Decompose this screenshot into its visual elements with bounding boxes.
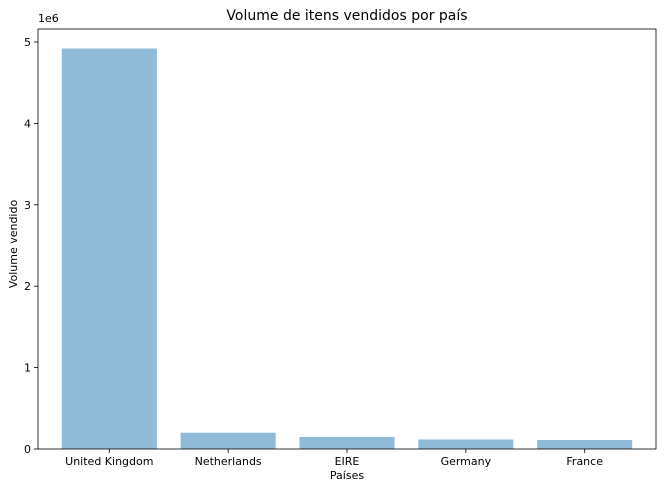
plot-frame: [37, 28, 657, 450]
plot-area: United Kingdom Netherlands EIRE Germany Fran…: [24, 28, 657, 468]
bar-germany: [418, 439, 514, 449]
x-tick-label: United Kingdom: [65, 455, 153, 468]
y-tick-label: 4: [24, 117, 31, 130]
y-offset-label: 1e6: [38, 12, 59, 25]
y-tick-label: 2: [24, 280, 31, 293]
x-tick-label: EIRE: [335, 455, 360, 468]
y-tick-label: 0: [24, 443, 31, 456]
x-tick-label: Germany: [441, 455, 492, 468]
x-tick-label: Netherlands: [195, 455, 262, 468]
bar-france: [537, 439, 633, 449]
y-tick-label: 3: [24, 199, 31, 212]
y-axis-label: Volume vendido: [7, 200, 20, 289]
x-axis-label: Países: [330, 469, 364, 482]
y-tick-label: 5: [24, 36, 31, 49]
bar-eire: [299, 436, 395, 449]
x-tick-label: France: [566, 455, 603, 468]
chart-title: Volume de itens vendidos por país: [226, 8, 467, 24]
bar-united-kingdom: [61, 48, 157, 450]
bar-netherlands: [180, 432, 276, 449]
y-tick-label: 1: [24, 362, 31, 375]
